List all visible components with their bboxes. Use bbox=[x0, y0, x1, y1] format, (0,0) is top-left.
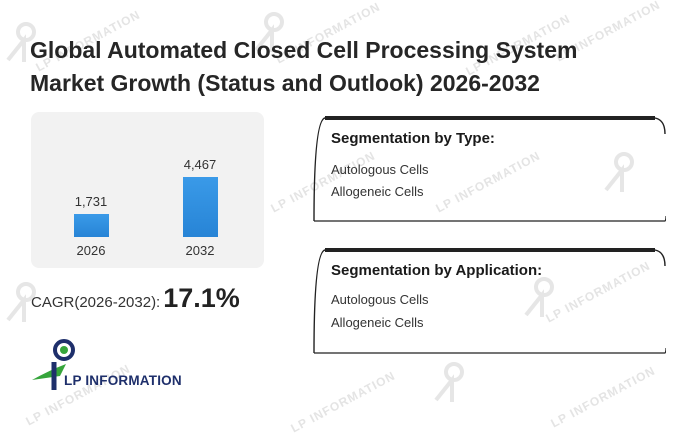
cagr-readout: CAGR(2026-2032): 17.1% bbox=[31, 283, 240, 315]
segment-application-item: Autologous Cells bbox=[331, 292, 429, 307]
bar-value-label: 1,731 bbox=[74, 194, 108, 209]
bar-category-label: 2026 bbox=[76, 243, 106, 258]
bar-category-label: 2032 bbox=[185, 243, 215, 258]
infographic: Global Automated Closed Cell Processing … bbox=[30, 34, 670, 392]
lp-information-logo: LP INFORMATION bbox=[30, 336, 200, 392]
title-line-2: Market Growth (Status and Outlook) 2026-… bbox=[30, 70, 540, 96]
page-title: Global Automated Closed Cell Processing … bbox=[30, 34, 670, 100]
segmentation-type-title: Segmentation by Type: bbox=[331, 130, 495, 147]
card-border bbox=[313, 116, 666, 222]
lp-logo-icon bbox=[32, 339, 75, 390]
segment-type-item: Allogeneic Cells bbox=[331, 184, 424, 199]
cagr-value: 17.1% bbox=[163, 283, 240, 313]
cagr-label: CAGR(2026-2032): bbox=[31, 294, 161, 311]
segmentation-by-application-card: Segmentation by Application: Autologous … bbox=[313, 248, 666, 354]
logo-text: LP INFORMATION bbox=[64, 373, 182, 388]
title-line-1: Global Automated Closed Cell Processing … bbox=[30, 37, 578, 63]
segmentation-application-title: Segmentation by Application: bbox=[331, 262, 543, 279]
market-size-chart: 1,731 2026 4,467 2032 bbox=[31, 112, 264, 268]
segment-type-item: Autologous Cells bbox=[331, 162, 429, 177]
card-border bbox=[313, 248, 666, 354]
bar-2032 bbox=[182, 177, 218, 237]
bar-2026 bbox=[73, 214, 109, 237]
bar-value-label: 4,467 bbox=[183, 157, 217, 172]
segmentation-by-type-card: Segmentation by Type: Autologous Cells A… bbox=[313, 116, 666, 222]
segment-application-item: Allogeneic Cells bbox=[331, 315, 424, 330]
